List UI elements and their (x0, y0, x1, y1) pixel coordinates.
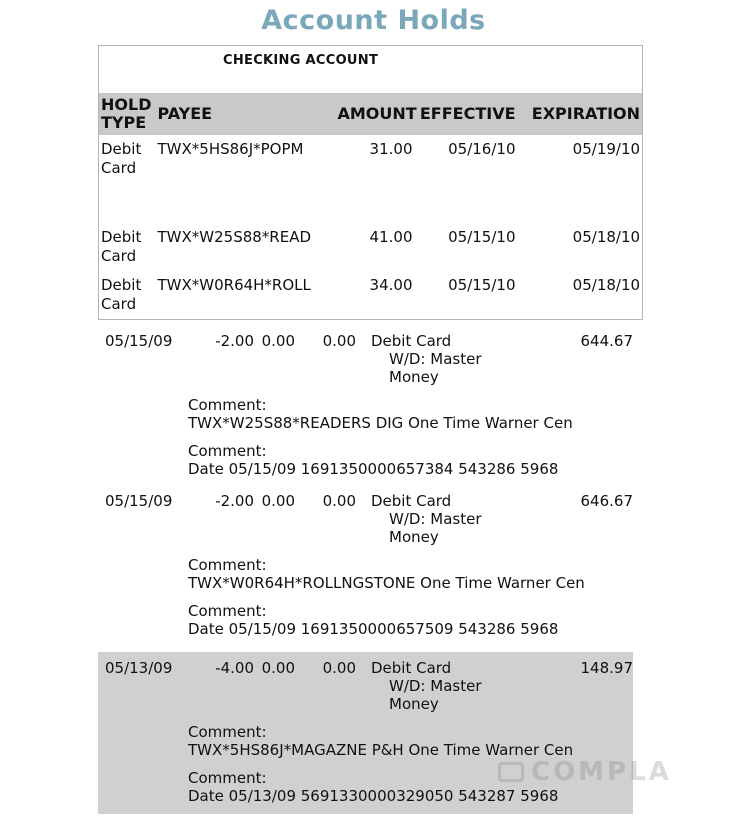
transaction-main-row: 05/15/09 -2.00 0.00 0.00 Debit Card W/D:… (98, 492, 633, 546)
transaction-fee1: 0.00 (261, 331, 295, 350)
transaction-balance: 644.67 (580, 331, 634, 350)
comment-text: Date 05/15/09 1691350000657509 543286 59… (188, 619, 559, 638)
hold-type-cell: Debit Card (101, 227, 142, 265)
transaction-date: 05/13/09 (105, 658, 173, 677)
transaction-date: 05/15/09 (105, 331, 173, 350)
comment-block: Comment: TWX*W25S88*READERS DIG One Time… (188, 396, 633, 432)
comment-block: Comment: Date 05/15/09 1691350000657384 … (188, 442, 633, 478)
transaction-fee2: 0.00 (322, 491, 356, 510)
comment-text: TWX*W0R64H*ROLLNGSTONE One Time Warner C… (188, 573, 585, 592)
payee-cell: TWX*5HS86J*POPM (157, 139, 304, 158)
col-header-payee: PAYEE (155, 92, 336, 135)
comment-label: Comment: (188, 601, 267, 620)
col-header-hold-type: HOLD TYPE (98, 92, 156, 135)
transaction: 05/15/09 -2.00 0.00 0.00 Debit Card W/D:… (98, 492, 633, 652)
table-row: Debit Card TWX*W0R64H*ROLL 34.00 05/15/1… (99, 271, 643, 320)
checking-account-holds-table: CHECKING ACCOUNT HOLD TYPE PAYEE AMOUNT … (98, 45, 644, 320)
table-row: Debit Card TWX*W25S88*READ 41.00 05/15/1… (99, 223, 643, 271)
page-title: Account Holds (261, 5, 486, 36)
transaction-amount: -2.00 (215, 331, 254, 350)
comment-text: Date 05/13/09 5691330000329050 543287 59… (188, 786, 559, 805)
transaction-date: 05/15/09 (105, 491, 173, 510)
table-caption: CHECKING ACCOUNT (223, 53, 379, 68)
expiration-cell: 05/18/10 (572, 275, 641, 294)
transaction-fee1: 0.00 (261, 491, 295, 510)
transaction-balance: 148.97 (580, 658, 634, 677)
comment-block: Comment: TWX*W0R64H*ROLLNGSTONE One Time… (188, 556, 633, 592)
effective-cell: 05/15/10 (448, 275, 516, 294)
col-header-expiration: EXPIRATION (517, 92, 643, 135)
payee-cell: TWX*W25S88*READ (157, 227, 312, 246)
expiration-cell: 05/18/10 (572, 227, 641, 246)
amount-cell: 34.00 (369, 275, 413, 294)
transaction-fee2: 0.00 (322, 331, 356, 350)
transaction-description: Debit Card W/D: Master Money (371, 491, 482, 546)
effective-cell: 05/15/10 (448, 227, 516, 246)
transaction-main-row: 05/13/09 -4.00 0.00 0.00 Debit Card W/D:… (98, 659, 633, 713)
transaction: 05/15/09 -2.00 0.00 0.00 Debit Card W/D:… (98, 332, 633, 492)
comment-block: Comment: TWX*5HS86J*MAGAZNE P&H One Time… (188, 723, 633, 759)
amount-cell: 31.00 (369, 139, 413, 158)
payee-cell: TWX*W0R64H*ROLL (157, 275, 311, 294)
effective-cell: 05/16/10 (448, 139, 516, 158)
comment-text: Date 05/15/09 1691350000657384 543286 59… (188, 459, 559, 478)
transaction-amount: -2.00 (215, 491, 254, 510)
comment-text: TWX*5HS86J*MAGAZNE P&H One Time Warner C… (188, 740, 574, 759)
comment-label: Comment: (188, 441, 267, 460)
expiration-cell: 05/19/10 (572, 139, 641, 158)
transaction-main-row: 05/15/09 -2.00 0.00 0.00 Debit Card W/D:… (98, 332, 633, 386)
hold-type-cell: Debit Card (101, 275, 142, 313)
amount-cell: 41.00 (369, 227, 413, 246)
comment-label: Comment: (188, 768, 267, 787)
comment-label: Comment: (188, 722, 267, 741)
transaction-description: Debit Card W/D: Master Money (371, 331, 482, 386)
transaction-balance: 646.67 (580, 491, 634, 510)
comment-text: TWX*W25S88*READERS DIG One Time Warner C… (188, 413, 573, 432)
transaction-fee1: 0.00 (261, 658, 295, 677)
table-caption-row: CHECKING ACCOUNT (99, 46, 643, 93)
transaction-description: Debit Card W/D: Master Money (371, 658, 482, 713)
comment-block: Comment: Date 05/15/09 1691350000657509 … (188, 602, 633, 638)
transaction-fee2: 0.00 (322, 658, 356, 677)
transaction-highlighted: 05/13/09 -4.00 0.00 0.00 Debit Card W/D:… (98, 651, 633, 814)
col-header-amount: AMOUNT (335, 92, 417, 135)
comment-label: Comment: (188, 555, 267, 574)
table-row: Debit Card TWX*5HS86J*POPM 31.00 05/16/1… (99, 135, 643, 223)
comment-block: Comment: Date 05/13/09 5691330000329050 … (188, 769, 633, 805)
transaction-amount: -4.00 (215, 658, 254, 677)
table-header-row: HOLD TYPE PAYEE AMOUNT EFFECTIVE EXPIRAT… (98, 92, 643, 135)
transaction-history: 05/15/09 -2.00 0.00 0.00 Debit Card W/D:… (98, 332, 633, 814)
comment-label: Comment: (188, 395, 267, 414)
col-header-effective: EFFECTIVE (414, 92, 518, 135)
hold-type-cell: Debit Card (101, 139, 142, 177)
